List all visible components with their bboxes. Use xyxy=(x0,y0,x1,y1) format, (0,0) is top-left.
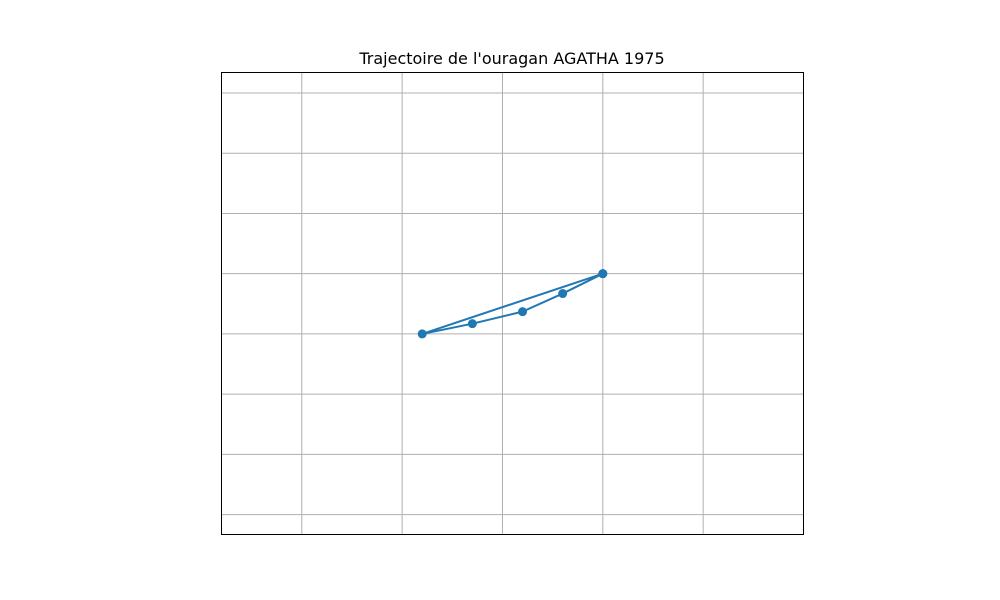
trajectory-point xyxy=(558,289,568,299)
trajectory-point xyxy=(467,319,477,329)
series-layer xyxy=(417,269,608,339)
plot-frame xyxy=(221,72,804,535)
trajectory-point xyxy=(417,329,427,339)
chart-title: Trajectoire de l'ouragan AGATHA 1975 xyxy=(358,49,664,68)
trajectory-point xyxy=(598,269,608,279)
trajectory-point xyxy=(518,307,528,317)
trajectory-line xyxy=(421,272,604,335)
